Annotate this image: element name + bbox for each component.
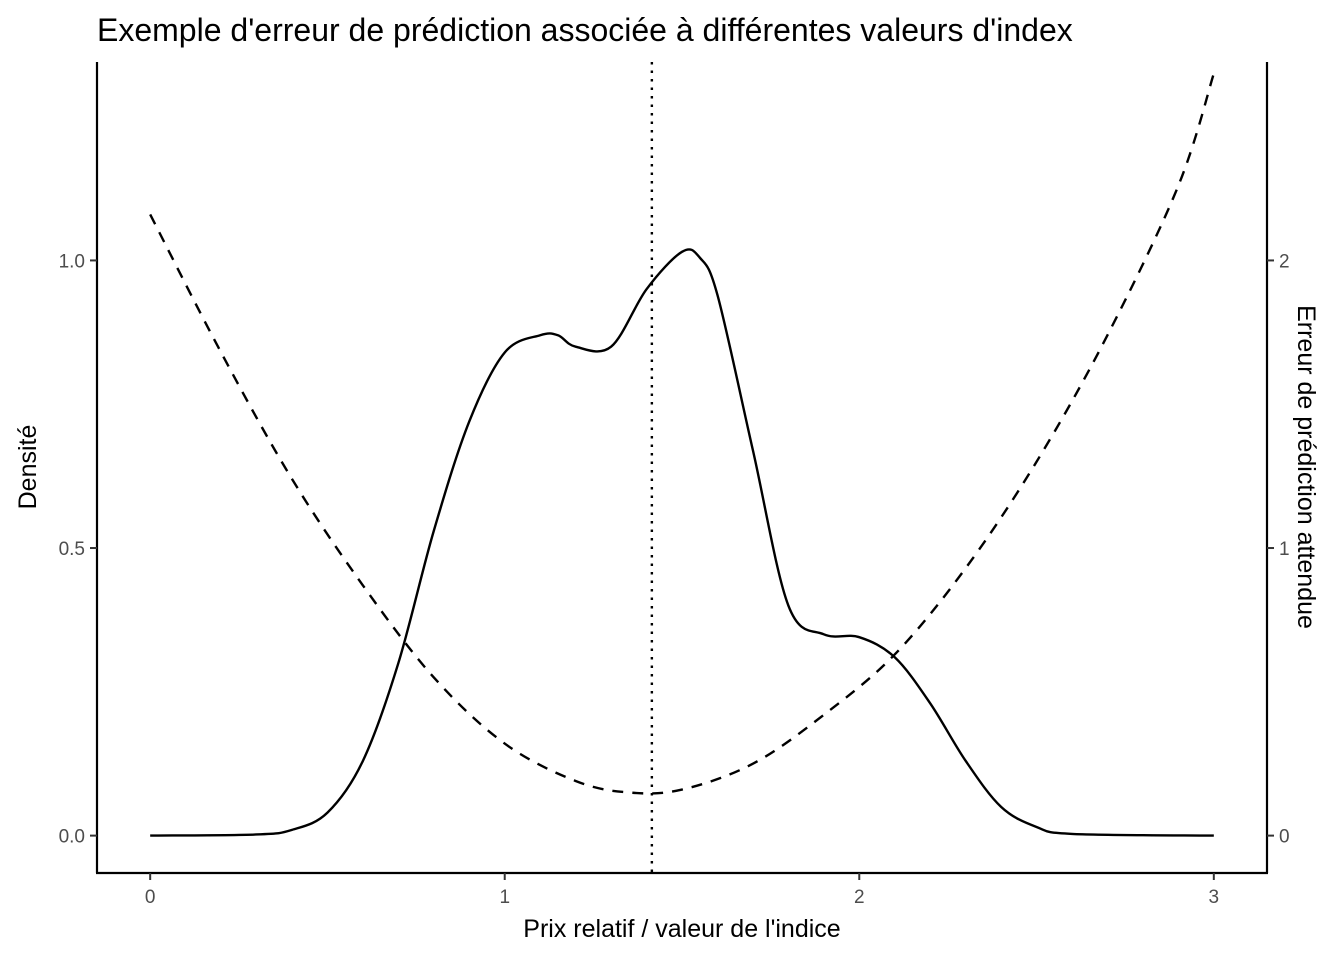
x-tick-label: 0 xyxy=(145,887,156,908)
plot-panel xyxy=(95,62,1269,875)
y-axis-right-title: Erreur de prédiction attendue xyxy=(1292,305,1320,629)
y-tick-label: 1.0 xyxy=(59,251,85,272)
x-tick-label: 2 xyxy=(854,887,865,908)
density-curve xyxy=(150,248,1214,837)
x-tick-label: 3 xyxy=(1209,887,1220,908)
x-axis-title: Prix relatif / valeur de l'indice xyxy=(523,915,840,943)
series-layer xyxy=(149,73,1215,837)
y-tick-label: 0.5 xyxy=(59,539,85,560)
y2-tick-label: 1 xyxy=(1279,539,1290,560)
y-axis-right-ticks: 0 1 2 xyxy=(1267,251,1290,848)
y-axis-left-title: Densité xyxy=(14,425,42,510)
y2-tick-label: 0 xyxy=(1279,827,1290,848)
expected-error-curve xyxy=(149,73,1215,795)
y-tick-label: 0.0 xyxy=(59,827,85,848)
y2-tick-label: 2 xyxy=(1279,251,1290,272)
chart-title: Exemple d'erreur de prédiction associée … xyxy=(97,12,1073,48)
x-tick-label: 1 xyxy=(499,887,510,908)
x-axis-ticks: 0 1 2 3 xyxy=(145,873,1219,908)
y-axis-left-ticks: 0.0 0.5 1.0 xyxy=(59,251,97,848)
